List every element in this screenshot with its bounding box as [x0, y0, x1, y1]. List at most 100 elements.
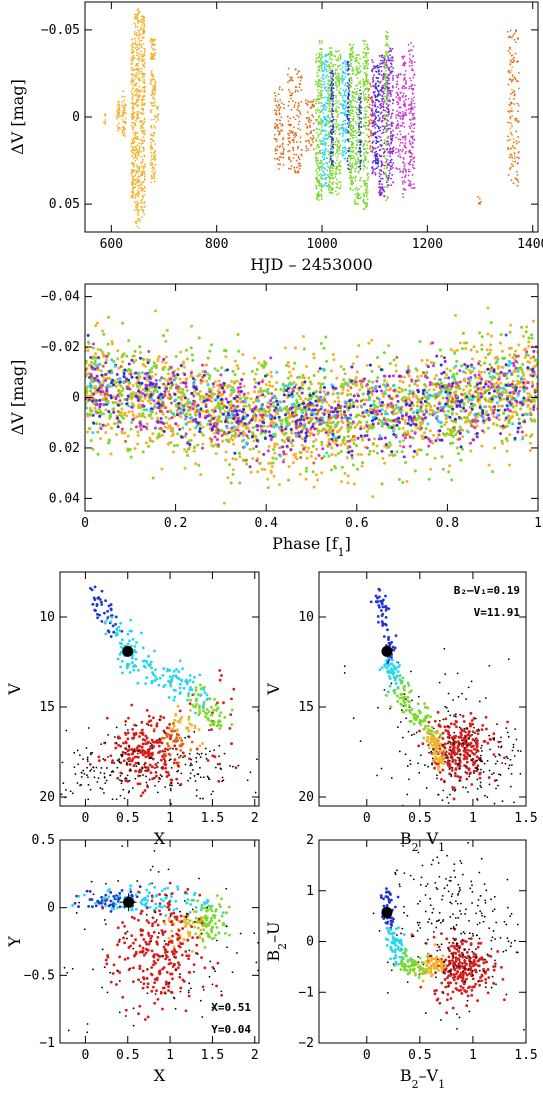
- lightcurve-point: [335, 88, 338, 91]
- lightcurve-point: [391, 152, 394, 155]
- lightcurve-point: [357, 82, 360, 85]
- lightcurve-point: [377, 125, 380, 128]
- lightcurve-point: [141, 198, 144, 201]
- lightcurve-point: [137, 205, 139, 208]
- lightcurve-point: [517, 37, 519, 40]
- lightcurve-point: [310, 119, 313, 122]
- lightcurve-point: [374, 168, 377, 170]
- lightcurve-point: [138, 184, 141, 187]
- lightcurve-point: [377, 158, 380, 160]
- lightcurve-point: [143, 52, 146, 55]
- lightcurve-point: [319, 47, 322, 50]
- lightcurve-point: [116, 125, 119, 127]
- lightcurve-point: [154, 150, 157, 153]
- lightcurve-point: [281, 146, 284, 148]
- lightcurve-point: [340, 152, 342, 155]
- lightcurve-point: [136, 207, 139, 209]
- lightcurve-point: [325, 176, 328, 179]
- phase-point: [416, 375, 420, 379]
- lightcurve-point: [509, 63, 512, 66]
- lightcurve-point: [413, 84, 416, 87]
- lightcurve-point: [334, 110, 337, 112]
- lightcurve-point: [331, 103, 334, 106]
- phase-point: [331, 440, 335, 444]
- lightcurve-point: [131, 92, 133, 95]
- lightcurve-point: [326, 74, 328, 77]
- phase-point: [312, 356, 316, 360]
- lightcurve-point: [276, 145, 279, 148]
- lightcurve-point: [308, 118, 311, 121]
- lightcurve-point: [365, 158, 368, 161]
- lightcurve-point: [149, 80, 152, 83]
- lightcurve-point: [412, 112, 415, 115]
- lightcurve-point: [352, 118, 355, 121]
- lightcurve-point: [344, 61, 347, 64]
- phase-point: [343, 471, 347, 475]
- lightcurve-point: [366, 87, 369, 90]
- lightcurve-point: [516, 184, 519, 187]
- lightcurve-point: [312, 134, 315, 137]
- lightcurve-point: [135, 98, 138, 101]
- lightcurve-point: [297, 123, 300, 126]
- phase-point: [346, 388, 350, 392]
- lightcurve-point: [151, 146, 153, 148]
- phase-point: [418, 421, 422, 425]
- lightcurve-point: [410, 62, 413, 64]
- lightcurve-point: [407, 98, 410, 100]
- lightcurve-point: [122, 90, 125, 93]
- phase-point: [275, 381, 279, 385]
- lightcurve-point: [370, 85, 373, 88]
- lightcurve-point: [367, 63, 370, 65]
- lightcurve-point: [389, 172, 391, 175]
- lightcurve-point: [134, 153, 137, 156]
- phase-point: [253, 418, 257, 422]
- lightcurve-point: [390, 158, 393, 161]
- lightcurve-point: [507, 70, 510, 73]
- lightcurve-point: [338, 164, 341, 166]
- lightcurve-point: [362, 198, 365, 201]
- lightcurve-point: [305, 132, 308, 135]
- lightcurve-point: [365, 56, 368, 59]
- lightcurve-point: [365, 152, 368, 154]
- lightcurve-point: [316, 107, 319, 110]
- lightcurve-point: [328, 80, 330, 83]
- lightcurve-point: [389, 100, 391, 103]
- lightcurve-point: [132, 68, 135, 70]
- lightcurve-point: [387, 135, 389, 138]
- lightcurve-point: [152, 52, 155, 55]
- lightcurve-point: [137, 21, 139, 24]
- lightcurve-point: [352, 137, 355, 140]
- lightcurve-point: [320, 185, 323, 187]
- phase-point: [138, 414, 142, 418]
- phase-point: [254, 372, 258, 376]
- lightcurve-point: [351, 94, 354, 97]
- lightcurve-point: [289, 117, 291, 120]
- lightcurve-point: [354, 106, 357, 109]
- lightcurve-point: [365, 75, 367, 78]
- lightcurve-point: [359, 176, 362, 179]
- lightcurve-point: [373, 122, 376, 125]
- lightcurve-point: [133, 140, 136, 143]
- lightcurve-point: [517, 87, 520, 90]
- lightcurve-point: [300, 100, 303, 103]
- lightcurve-point: [104, 113, 106, 116]
- lightcurve-point: [289, 167, 292, 170]
- lightcurve-point: [314, 83, 317, 86]
- lightcurve-point: [299, 113, 302, 116]
- lightcurve-point: [513, 56, 515, 59]
- lightcurve-point: [355, 123, 358, 125]
- lightcurve-point: [315, 177, 318, 180]
- lightcurve-point: [134, 46, 137, 49]
- lightcurve-point: [334, 162, 337, 165]
- lightcurve-point: [338, 76, 340, 79]
- lightcurve-point: [352, 189, 354, 192]
- lightcurve-point: [381, 100, 384, 103]
- lightcurve-point: [124, 122, 127, 124]
- lightcurve-point: [395, 136, 397, 139]
- lightcurve-point: [357, 130, 360, 133]
- lightcurve-point: [134, 124, 137, 127]
- lightcurve-point: [389, 117, 392, 119]
- phase-point: [346, 393, 350, 397]
- lightcurve-point: [348, 79, 351, 82]
